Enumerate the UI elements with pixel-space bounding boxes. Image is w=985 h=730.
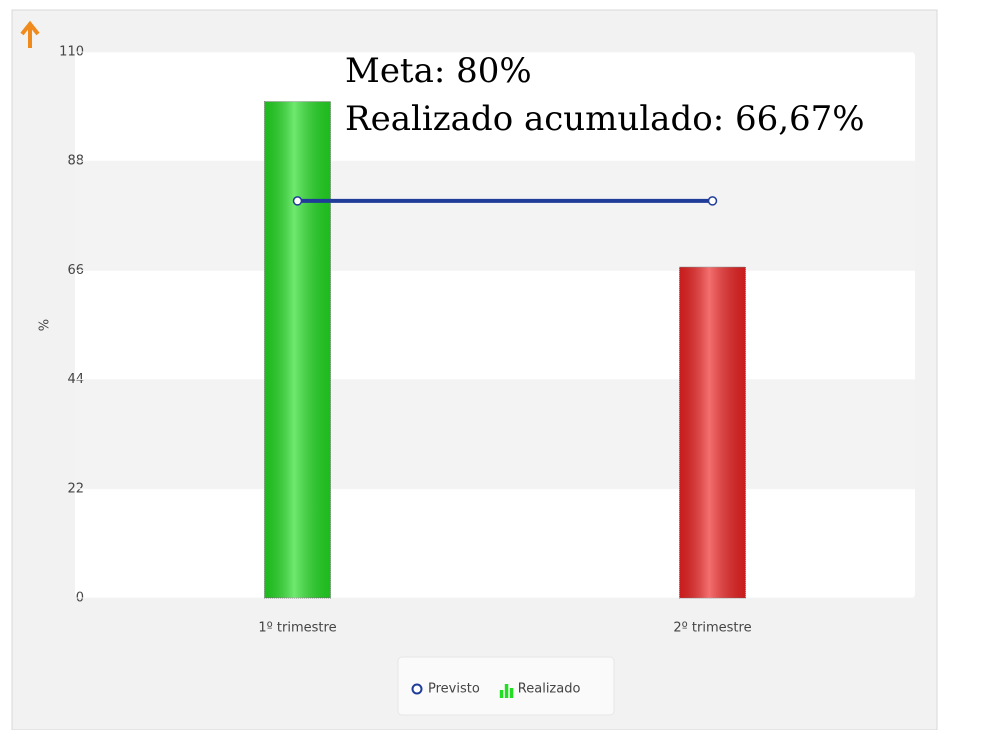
y-axis-label: % xyxy=(38,319,53,331)
legend-swatch xyxy=(504,684,509,698)
legend-swatch xyxy=(411,683,423,695)
bar-shine xyxy=(679,267,746,598)
line-marker xyxy=(707,196,718,206)
grid-band xyxy=(75,161,915,271)
bar-shine xyxy=(264,101,331,599)
annotation: Realizado acumulado: 66,67% xyxy=(345,99,865,139)
legend-swatch xyxy=(509,688,514,698)
y-tick-label: 110 xyxy=(59,45,84,60)
legend-label: Previsto xyxy=(428,682,480,697)
annotation: Meta: 80% xyxy=(345,51,532,91)
line-marker xyxy=(292,196,303,206)
x-tick-label: 1º trimestre xyxy=(258,621,336,636)
legend-swatch xyxy=(499,690,504,698)
up-arrow-icon[interactable] xyxy=(20,20,40,48)
legend-label: Realizado xyxy=(518,682,581,697)
x-tick-label: 2º trimestre xyxy=(673,621,751,636)
grid-band xyxy=(75,379,915,489)
